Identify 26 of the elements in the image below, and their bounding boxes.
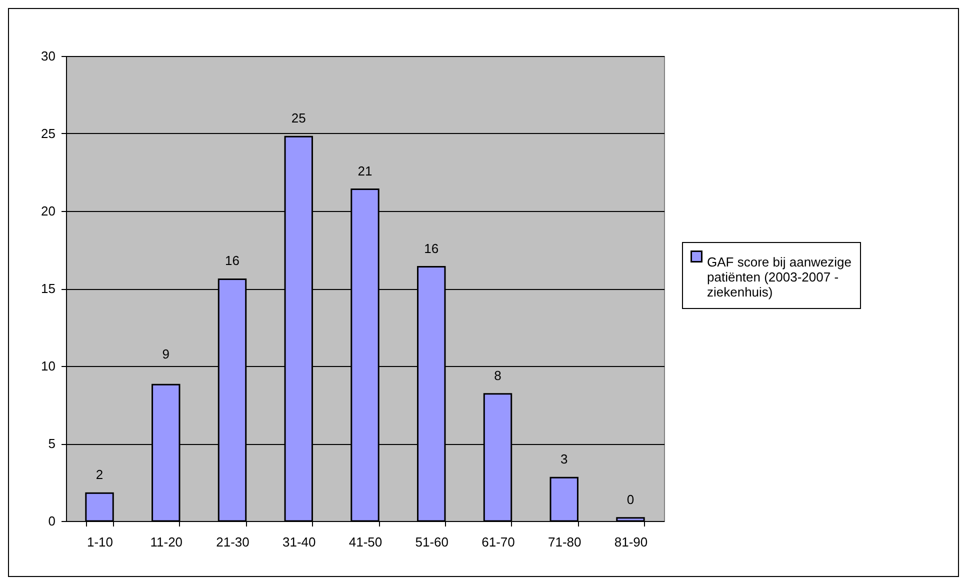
- x-tick-label: 41-50: [348, 534, 382, 550]
- y-tick-label: 10: [41, 358, 56, 374]
- x-tick-label: 71-80: [548, 534, 582, 550]
- x-tick-label: 61-70: [482, 534, 515, 550]
- x-tick-label: 31-40: [282, 534, 316, 550]
- y-tick-label: 15: [41, 281, 56, 296]
- data-label: 16: [225, 253, 240, 268]
- y-tick-label: 0: [48, 514, 56, 528]
- y-tick-label: 20: [41, 204, 56, 218]
- y-tick-label: 5: [48, 436, 56, 451]
- data-label: 9: [162, 346, 170, 362]
- data-label: 0: [626, 492, 634, 507]
- y-tick-label: 30: [41, 48, 56, 64]
- data-label: 25: [291, 110, 306, 126]
- data-label: 21: [358, 163, 372, 178]
- data-label: 8: [494, 368, 502, 383]
- y-tick-label: 25: [41, 126, 56, 141]
- x-tick-label: 51-60: [415, 534, 448, 550]
- data-label: 16: [424, 240, 439, 256]
- data-label: 3: [560, 452, 568, 467]
- legend-label: GAF score bij aanwezige patiënten (2003-2007 - ziekenhuis): [707, 254, 852, 300]
- x-tick-label: 21-30: [216, 534, 250, 550]
- x-tick-label: 1-10: [87, 534, 114, 550]
- x-tick-label: 81-90: [614, 534, 648, 550]
- x-tick-label: 11-20: [150, 534, 183, 550]
- data-label: 2: [96, 467, 104, 482]
